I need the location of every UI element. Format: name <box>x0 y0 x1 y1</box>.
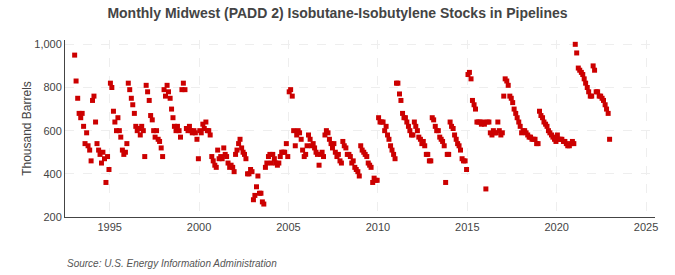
svg-text:Source: U.S. Energy Informatio: Source: U.S. Energy Information Administ… <box>67 258 277 269</box>
svg-text:2015: 2015 <box>455 221 479 233</box>
svg-text:600: 600 <box>43 125 61 137</box>
svg-text:2000: 2000 <box>187 221 211 233</box>
svg-text:Thousand Barrels: Thousand Barrels <box>20 81 34 176</box>
svg-text:2010: 2010 <box>366 221 390 233</box>
svg-text:1995: 1995 <box>97 221 121 233</box>
svg-text:1,000: 1,000 <box>34 38 62 50</box>
svg-text:2005: 2005 <box>276 221 300 233</box>
svg-text:200: 200 <box>43 211 61 223</box>
svg-text:400: 400 <box>43 168 61 180</box>
svg-text:Monthly Midwest (PADD 2) Isobu: Monthly Midwest (PADD 2) Isobutane-Isobu… <box>107 5 567 21</box>
svg-text:2020: 2020 <box>544 221 568 233</box>
svg-text:2025: 2025 <box>634 221 658 233</box>
svg-text:800: 800 <box>43 81 61 93</box>
